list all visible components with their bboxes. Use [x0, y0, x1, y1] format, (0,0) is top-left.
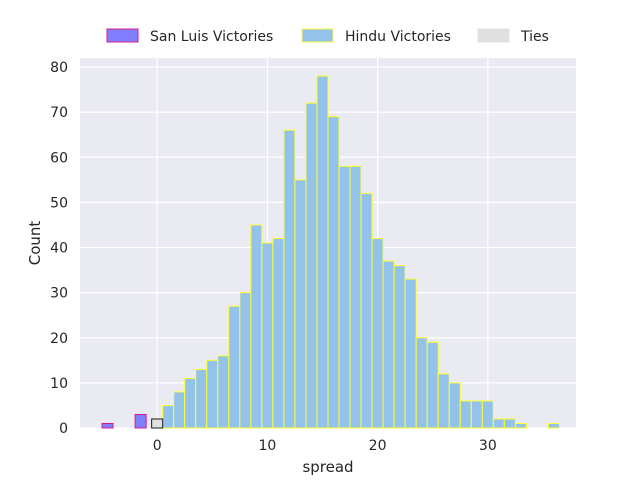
y-tick-label: 10: [50, 376, 68, 392]
histogram-bar: [151, 418, 164, 429]
bars-group: [101, 75, 560, 429]
histogram-bar: [217, 355, 230, 429]
x-tick-label: 30: [479, 438, 497, 454]
x-axis-label: spread: [302, 458, 353, 476]
histogram-bar: [283, 129, 296, 429]
histogram-bar: [426, 341, 439, 429]
legend-swatch: [477, 28, 510, 43]
y-axis-label: Count: [26, 221, 44, 266]
legend-label: Ties: [520, 29, 549, 45]
legend-label: Hindu Victories: [345, 29, 451, 45]
histogram-bar: [250, 224, 263, 429]
y-tick-label: 60: [50, 150, 68, 166]
x-tick-label: 0: [153, 438, 162, 454]
histogram-bar: [393, 265, 406, 429]
x-tick-labels: 0 10 20 30: [153, 438, 497, 454]
y-tick-label: 80: [50, 60, 68, 76]
y-tick-label: 50: [50, 195, 68, 211]
histogram-bar: [503, 418, 516, 429]
histogram-bar: [305, 102, 318, 429]
histogram-bar: [261, 242, 274, 429]
legend-swatch: [106, 28, 139, 43]
histogram-bar: [327, 116, 340, 429]
histogram-bar: [338, 165, 351, 429]
y-tick-label: 30: [50, 286, 68, 302]
y-tick-label: 20: [50, 331, 68, 347]
legend-swatch: [301, 28, 334, 43]
histogram-bar: [294, 179, 307, 429]
histogram-bar: [459, 400, 472, 429]
histogram-bar: [360, 192, 373, 429]
histogram-bar: [481, 400, 494, 429]
histogram-bar: [239, 292, 252, 429]
histogram-bar: [206, 359, 219, 429]
x-tick-label: 10: [258, 438, 276, 454]
histogram-bar: [382, 260, 395, 429]
histogram-bar: [437, 373, 450, 429]
histogram-bar: [184, 377, 197, 429]
histogram-bar: [514, 422, 527, 429]
y-tick-label: 70: [50, 105, 68, 121]
histogram-bar: [173, 391, 186, 429]
histogram-bar: [470, 400, 483, 429]
histogram-bar: [101, 422, 114, 429]
histogram-bar: [415, 337, 428, 429]
histogram-bar: [134, 413, 147, 429]
x-tick-label: 20: [369, 438, 387, 454]
histogram-bar: [404, 278, 417, 429]
histogram-bar: [371, 237, 384, 429]
legend-label: San Luis Victories: [150, 29, 273, 45]
histogram-bar: [448, 382, 461, 429]
histogram-bar: [272, 237, 285, 429]
histogram-bar: [316, 75, 329, 429]
histogram-bar: [492, 418, 505, 429]
legend: San Luis Victories Hindu Victories Ties: [106, 28, 549, 45]
histogram-bar: [547, 422, 560, 429]
histogram-bar: [162, 404, 175, 429]
y-tick-label: 0: [59, 421, 68, 437]
y-tick-label: 40: [50, 241, 68, 257]
histogram-bar: [195, 368, 208, 429]
histogram-bar: [349, 165, 362, 429]
y-tick-labels: 0 10 20 30 40 50 60 70 80: [50, 60, 68, 437]
histogram-bar: [228, 305, 241, 429]
